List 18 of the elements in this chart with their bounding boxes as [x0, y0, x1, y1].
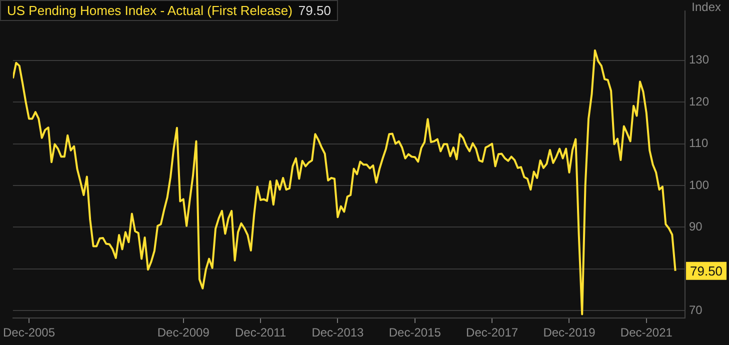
annotation: 79.50: [690, 263, 723, 278]
y-tick-label: 110: [689, 136, 708, 150]
text: US Pending Homes Index - Actual (First Release): [7, 3, 292, 18]
x-tick-label: Dec-2021: [620, 326, 673, 340]
x-tick-label: Dec-2019: [543, 326, 596, 340]
x-tick-label: Dec-2015: [388, 326, 442, 340]
y-tick-label: 130: [689, 52, 710, 67]
x-tick-label: Dec-2009: [157, 326, 210, 340]
x-tick-label: Dec-2017: [466, 326, 518, 340]
text: 79.50: [298, 3, 331, 18]
y-tick-label: 120: [689, 94, 710, 108]
y-tick-label: 90: [689, 219, 703, 234]
y-tick-label: 70: [689, 302, 703, 317]
y-tick-label: 100: [689, 178, 710, 192]
x-tick-label: Dec-2011: [234, 326, 286, 340]
y-axis-title: Index: [692, 0, 721, 14]
x-tick-label: Dec-2005: [3, 326, 56, 340]
x-tick-label: Dec-2013: [312, 326, 364, 340]
